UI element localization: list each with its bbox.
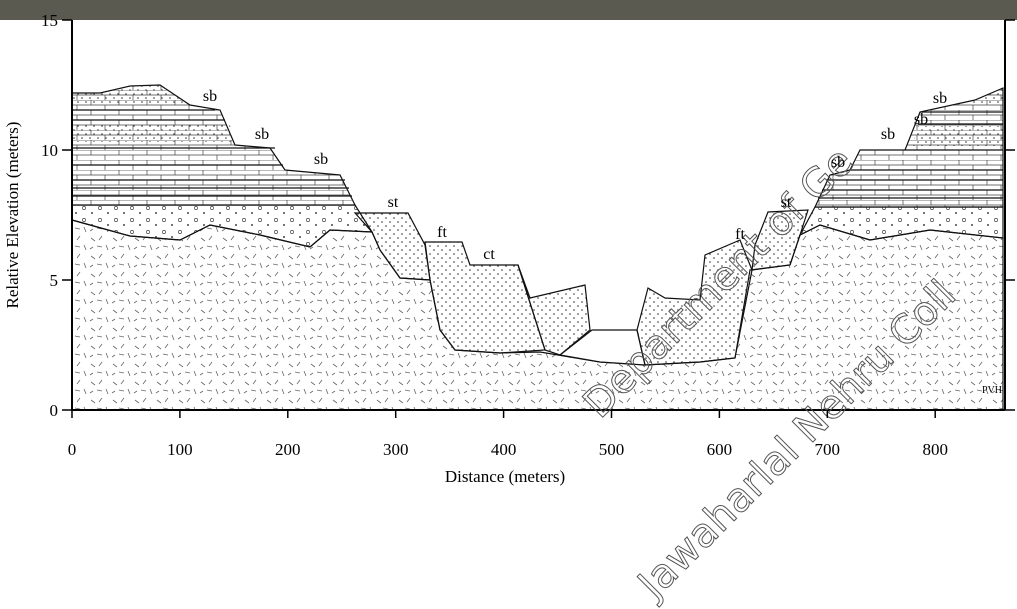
x-axis-title: Distance (meters) [445,467,565,486]
x-tick-label: 400 [491,440,517,459]
y-tick-label: 5 [50,271,59,290]
y-tick-label: 15 [41,11,58,30]
x-tick-label: 100 [167,440,193,459]
unit-label: ft [437,224,447,241]
x-tick-label: 800 [922,440,948,459]
x-tick-label: 600 [707,440,733,459]
unit-label: ft [735,226,745,243]
y-axis-title: Relative Elevation (meters) [3,122,22,309]
unit-label: sb [831,154,845,171]
x-tick-label: 200 [275,440,301,459]
unit-label: st [388,194,399,211]
x-tick-label: 0 [68,440,77,459]
y-tick-label: 0 [50,401,59,420]
unit-label: st [781,194,792,211]
x-tick-label: 500 [599,440,625,459]
unit-label: ct [483,246,495,263]
x-tick-label: 700 [815,440,841,459]
unit-label: sb [881,126,895,143]
unit-label: sb [933,90,947,107]
y-tick-label: 10 [41,141,58,160]
unit-label: sb [255,126,269,143]
x-tick-label: 300 [383,440,409,459]
cross-section: Distance (meters) Relative Elevation (me… [0,0,1017,609]
unit-label: sb [314,151,328,168]
photo-strip [0,0,1017,20]
unit-label: sb [914,111,928,128]
credit: PVH [982,385,1002,396]
unit-label: sb [203,88,217,105]
